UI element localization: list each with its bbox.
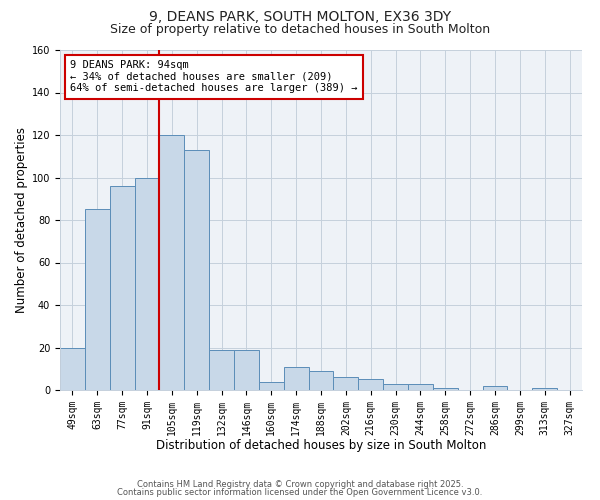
- Text: 9, DEANS PARK, SOUTH MOLTON, EX36 3DY: 9, DEANS PARK, SOUTH MOLTON, EX36 3DY: [149, 10, 451, 24]
- Y-axis label: Number of detached properties: Number of detached properties: [14, 127, 28, 313]
- Bar: [408, 384, 433, 390]
- Bar: [358, 380, 383, 390]
- Bar: [160, 135, 184, 390]
- Bar: [308, 371, 334, 390]
- Bar: [433, 388, 458, 390]
- Bar: [134, 178, 160, 390]
- Text: Size of property relative to detached houses in South Molton: Size of property relative to detached ho…: [110, 22, 490, 36]
- Bar: [209, 350, 234, 390]
- Bar: [532, 388, 557, 390]
- Bar: [110, 186, 134, 390]
- Text: Contains public sector information licensed under the Open Government Licence v3: Contains public sector information licen…: [118, 488, 482, 497]
- Bar: [284, 366, 308, 390]
- Bar: [234, 350, 259, 390]
- Bar: [85, 210, 110, 390]
- Bar: [482, 386, 508, 390]
- X-axis label: Distribution of detached houses by size in South Molton: Distribution of detached houses by size …: [156, 439, 486, 452]
- Bar: [60, 348, 85, 390]
- Bar: [259, 382, 284, 390]
- Bar: [383, 384, 408, 390]
- Bar: [334, 378, 358, 390]
- Text: Contains HM Land Registry data © Crown copyright and database right 2025.: Contains HM Land Registry data © Crown c…: [137, 480, 463, 489]
- Bar: [184, 150, 209, 390]
- Text: 9 DEANS PARK: 94sqm
← 34% of detached houses are smaller (209)
64% of semi-detac: 9 DEANS PARK: 94sqm ← 34% of detached ho…: [70, 60, 358, 94]
